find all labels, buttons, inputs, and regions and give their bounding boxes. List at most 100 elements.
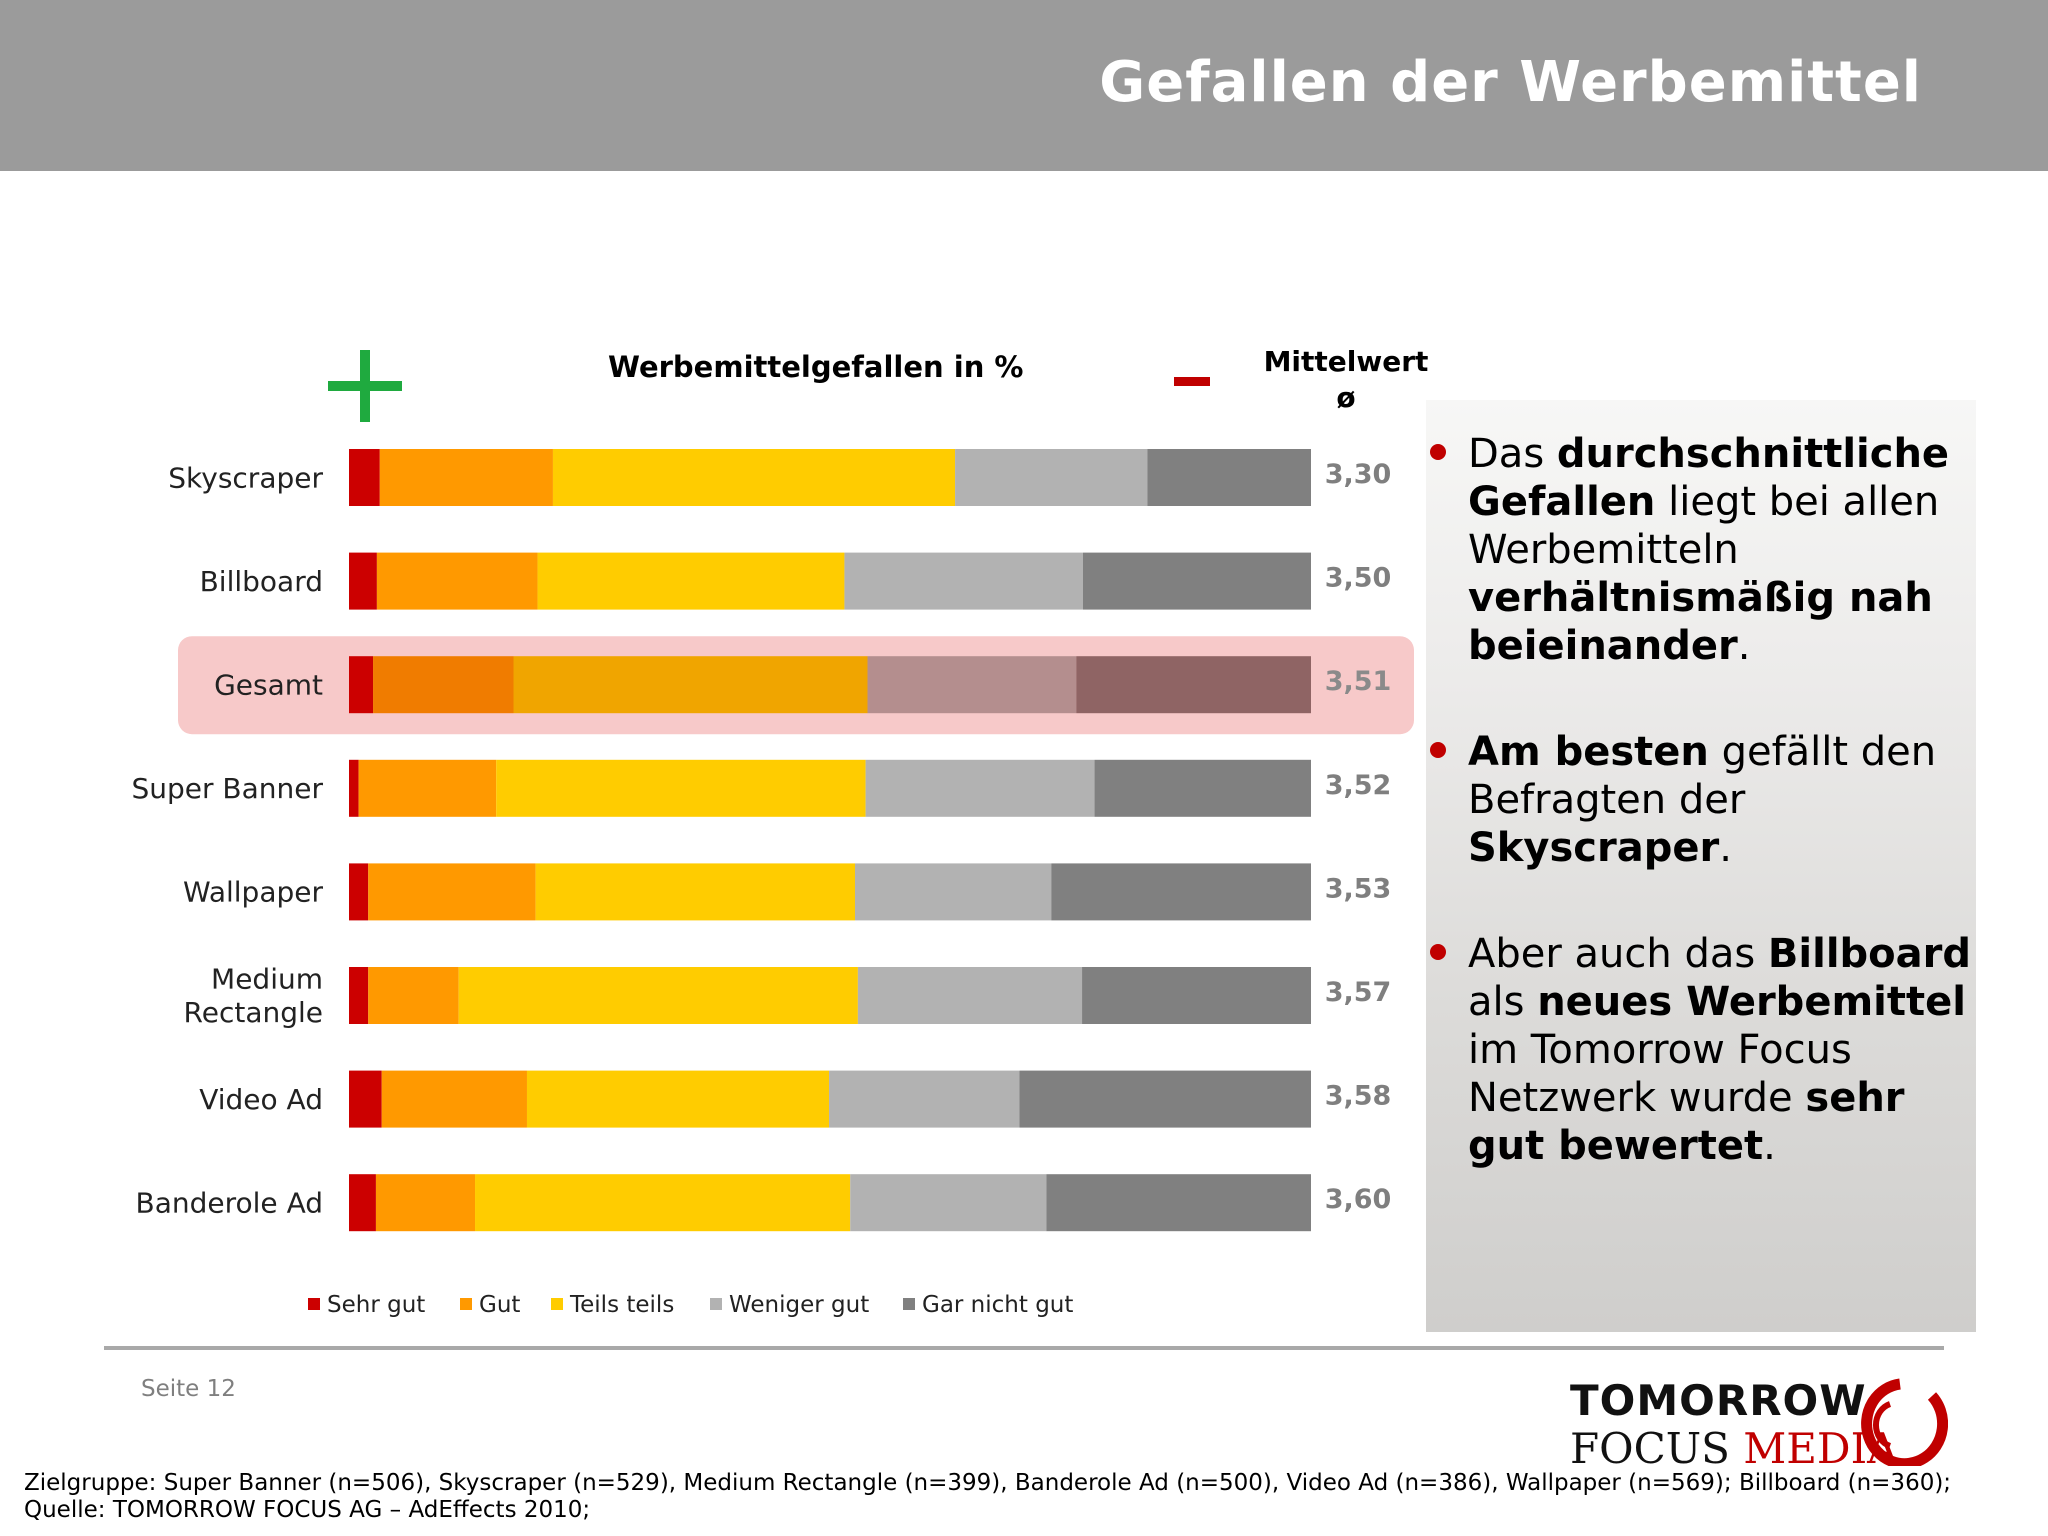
bar-segment — [1076, 656, 1311, 714]
mean-value-label: 3,53 — [1325, 873, 1392, 904]
bullet-list: Das durchschnittliche Gefallen liegt bei… — [1430, 430, 1975, 1228]
bullet-text: neues Werbemittel — [1537, 979, 1966, 1025]
bar-segment — [955, 449, 1148, 506]
bullet-text: Aber auch das — [1468, 931, 1768, 977]
bar-segment — [1094, 759, 1311, 817]
bar-segment — [867, 656, 1077, 714]
legend-swatch — [903, 1298, 915, 1310]
bullet-item: Das durchschnittliche Gefallen liegt bei… — [1430, 430, 1975, 670]
bar-segment — [865, 759, 1095, 817]
bar-segment — [537, 552, 845, 610]
stacked-bar-chart: Skyscraper 3,30 Billboard 3,50 Gesamt 3,51 Sup… — [131, 449, 1414, 1318]
bar-segment — [535, 863, 856, 921]
logo-line2: FOCUS MEDIA — [1570, 1424, 1898, 1473]
bullet-text: . — [1737, 623, 1751, 669]
bar-segment — [1083, 552, 1311, 610]
bullet-text: liegt bei allen Werbemitteln — [1468, 479, 1940, 573]
bar-segment — [368, 863, 536, 921]
bullet-text: als — [1468, 979, 1538, 1025]
chart-title: Werbemittelgefallen in % — [608, 350, 1024, 384]
page-title: Gefallen der Werbemittel — [1099, 50, 1922, 115]
legend-label: Gar nicht gut — [922, 1292, 1073, 1318]
mean-heading: Mittelwert ø — [1258, 344, 1434, 416]
category-label: Super Banner — [131, 772, 323, 805]
mean-value-label: 3,50 — [1325, 563, 1392, 594]
bar-segment — [349, 656, 374, 714]
bar-segment — [1082, 967, 1311, 1024]
bullet-text: . — [1719, 825, 1732, 871]
bullet-text: Das — [1468, 431, 1557, 477]
bar-segment — [349, 967, 369, 1024]
bullet-text: verhältnismäßig nah beieinander — [1468, 575, 1933, 669]
logo-line1: TOMORROW — [1570, 1376, 1867, 1425]
bullet-item: Aber auch das Billboard als neues Werbem… — [1430, 930, 1975, 1170]
mean-symbol: ø — [1336, 381, 1356, 414]
bullet-dot-icon — [1430, 944, 1446, 960]
category-label: Gesamt — [214, 669, 323, 702]
bullet-text: . — [1763, 1123, 1776, 1169]
bar-segment — [1147, 449, 1311, 506]
bar-segment — [829, 1070, 1020, 1128]
mean-value-label: 3,57 — [1325, 977, 1392, 1008]
bar-segment — [844, 552, 1084, 610]
bar-segment — [375, 1174, 476, 1232]
bullet-text: Billboard — [1767, 931, 1971, 977]
bar-segment — [349, 863, 369, 921]
legend-label: Weniger gut — [729, 1292, 869, 1318]
mean-value-label: 3,52 — [1325, 770, 1392, 801]
hand-photo-background — [1426, 400, 1976, 1332]
bar-segment — [526, 1070, 830, 1128]
bar-segment — [381, 1070, 527, 1128]
bar-segment — [458, 967, 858, 1024]
bar-segment — [857, 967, 1083, 1024]
bar-segment — [368, 967, 459, 1024]
bullet-text: sehr gut bewertet — [1468, 1075, 1905, 1169]
category-label: Skyscraper — [168, 461, 323, 494]
bar-segment — [349, 1174, 376, 1232]
bullet-text: im Tomorrow Focus Netzwerk wurde — [1468, 1027, 1852, 1121]
bar-segment — [376, 552, 538, 610]
legend-label: Gut — [479, 1292, 520, 1318]
mean-value-label: 3,30 — [1325, 459, 1392, 490]
bar-segment — [373, 656, 514, 714]
bullet-dot-icon — [1430, 742, 1446, 758]
bar-segment — [1046, 1174, 1311, 1232]
category-label: Wallpaper — [183, 876, 324, 909]
logo-focus: FOCUS — [1570, 1424, 1730, 1473]
bar-segment — [379, 449, 553, 506]
bar-segment — [349, 552, 377, 610]
mean-value-label: 3,60 — [1325, 1184, 1392, 1215]
minus-icon — [1174, 377, 1210, 386]
bar-segment — [552, 449, 956, 506]
legend-swatch — [308, 1298, 320, 1310]
bullet-text: durchschnittliche Gefallen — [1468, 431, 1950, 525]
mean-value-label: 3,58 — [1325, 1081, 1392, 1112]
company-logo: TOMORROW FOCUS MEDIA — [1568, 1376, 1948, 1486]
bar-segment — [513, 656, 868, 714]
mean-value-label: 3,51 — [1325, 666, 1392, 697]
bullet-text: Skyscraper — [1468, 825, 1720, 871]
bullet-text: gefällt den Befragten der — [1468, 729, 1937, 823]
footnote: Zielgruppe: Super Banner (n=506), Skyscr… — [24, 1470, 1952, 1523]
category-label: Medium Rectangle — [184, 963, 323, 1030]
page-number: Seite 12 — [141, 1376, 236, 1402]
bar-segment — [496, 759, 866, 817]
bar-segment — [349, 759, 359, 817]
plus-icon — [328, 350, 402, 422]
legend-swatch — [460, 1298, 472, 1310]
bar-segment — [855, 863, 1052, 921]
bar-segment — [1019, 1070, 1311, 1128]
bar-segment — [349, 1070, 382, 1128]
bullet-text: Am besten — [1468, 729, 1709, 775]
header-bar: Gefallen der Werbemittel — [0, 0, 2048, 171]
mean-label: Mittelwert — [1263, 345, 1429, 378]
bar-segment — [1051, 863, 1311, 921]
footer-divider — [104, 1346, 1944, 1350]
bar-segment — [475, 1174, 851, 1232]
legend-swatch — [710, 1298, 722, 1310]
bar-segment — [850, 1174, 1047, 1232]
legend-label: Teils teils — [569, 1292, 674, 1318]
bar-segment — [349, 449, 380, 506]
bullet-item: Am besten gefällt den Befragten der Skys… — [1430, 728, 1975, 872]
logo-ring-icon — [1861, 1378, 1948, 1466]
